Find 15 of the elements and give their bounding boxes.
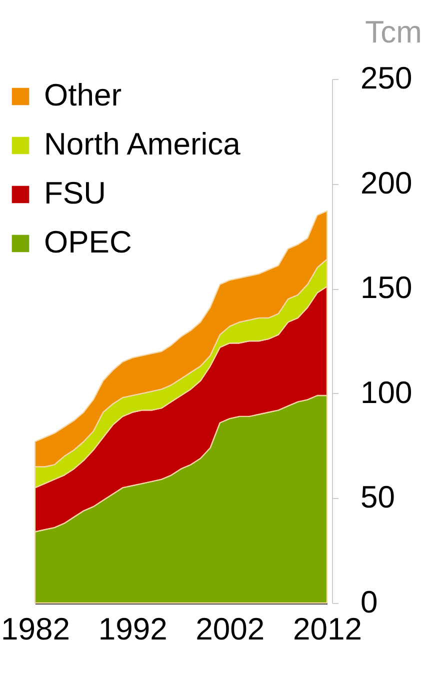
x-tick-label: 1992 <box>98 612 168 646</box>
legend-label: OPEC <box>44 224 132 260</box>
x-tick-label: 2002 <box>196 612 265 646</box>
y-tick-label: 100 <box>360 374 412 410</box>
x-tick-label: 1982 <box>1 612 70 646</box>
legend-label: FSU <box>44 176 106 210</box>
y-tick-label: 50 <box>360 480 395 515</box>
y-tick-label: 150 <box>360 270 412 306</box>
legend-label: Other <box>44 78 122 112</box>
x-tick-label: 2012 <box>293 612 362 646</box>
y-tick-label: 200 <box>360 165 412 200</box>
y-axis-title: Tcm <box>365 14 422 50</box>
y-tick-label: 0 <box>360 584 378 620</box>
legend-label: North America <box>44 126 242 162</box>
y-tick-label: 250 <box>360 60 412 96</box>
